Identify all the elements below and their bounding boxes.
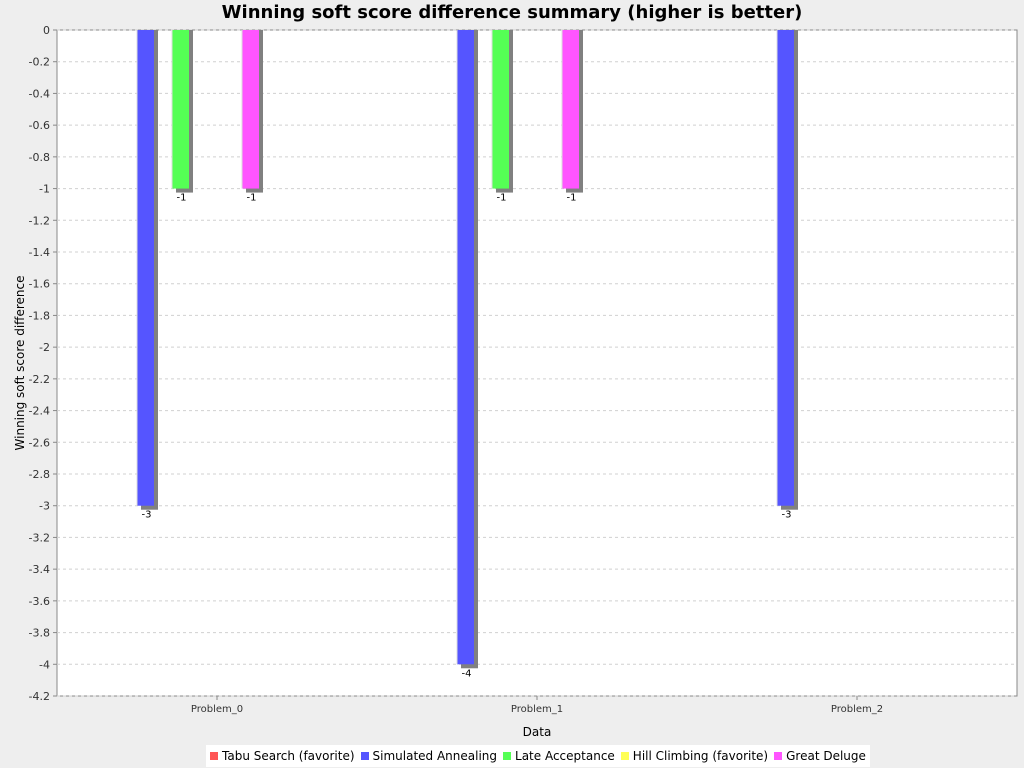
y-tick-label: -3.8 [29,627,50,640]
y-tick-label: -1 [39,183,50,196]
data-label: -1 [567,193,577,204]
y-tick-label: -2.6 [29,436,50,449]
legend-label: Great Deluge [786,749,866,763]
x-tick-label: Problem_0 [191,704,243,715]
data-label: -3 [782,510,792,521]
data-label: -1 [247,193,257,204]
bar [562,30,579,189]
y-tick-label: -1.8 [29,309,50,322]
bar [172,30,189,189]
y-tick-label: -0.6 [29,119,50,132]
legend-label: Tabu Search (favorite) [222,749,355,763]
legend-swatch [360,752,369,760]
x-tick-label: Problem_1 [511,704,563,715]
y-tick-label: -3.4 [29,563,50,576]
bar [137,30,154,506]
legend-item: Late Acceptance [503,749,615,763]
data-label: -3 [142,510,152,521]
x-tick-label: Problem_2 [831,704,883,715]
y-tick-label: -1.6 [29,278,50,291]
y-tick-label: -1.4 [29,246,50,259]
y-axis-label: Winning soft score difference [13,276,27,451]
y-tick-label: -2 [39,341,50,354]
legend-item: Simulated Annealing [360,749,498,763]
bar [492,30,509,189]
data-label: -1 [497,193,507,204]
x-axis-label: Data [523,725,552,739]
data-label: -4 [462,668,472,679]
y-tick-label: 0 [43,24,50,37]
bar [457,30,474,665]
chart-legend: Tabu Search (favorite) Simulated Annealin… [206,745,870,767]
y-tick-label: -0.2 [29,56,50,69]
bar [777,30,794,506]
data-label: -1 [177,193,187,204]
y-tick-label: -2.4 [29,405,50,418]
bar [242,30,259,189]
legend-swatch [503,752,512,760]
legend-item: Hill Climbing (favorite) [620,749,769,763]
legend-label: Simulated Annealing [372,749,498,763]
legend-label: Hill Climbing (favorite) [632,749,769,763]
chart-title: Winning soft score difference summary (h… [221,2,803,23]
y-tick-label: -2.8 [29,468,50,481]
y-tick-label: -3.2 [29,531,50,544]
y-tick-label: -0.4 [29,87,50,100]
legend-label: Late Acceptance [515,749,615,763]
legend-item: Great Deluge [774,749,866,763]
y-tick-label: -0.8 [29,151,50,164]
legend-swatch [774,752,783,760]
legend-swatch [620,752,629,760]
y-tick-label: -3 [39,500,50,513]
plot-area [56,29,1018,697]
y-tick-label: -4.2 [29,690,50,703]
y-tick-label: -3.6 [29,595,50,608]
y-tick-label: -2.2 [29,373,50,386]
y-tick-label: -1.2 [29,214,50,227]
y-tick-label: -4 [39,658,50,671]
legend-swatch [210,752,218,760]
legend-item: Tabu Search (favorite) [210,749,355,763]
